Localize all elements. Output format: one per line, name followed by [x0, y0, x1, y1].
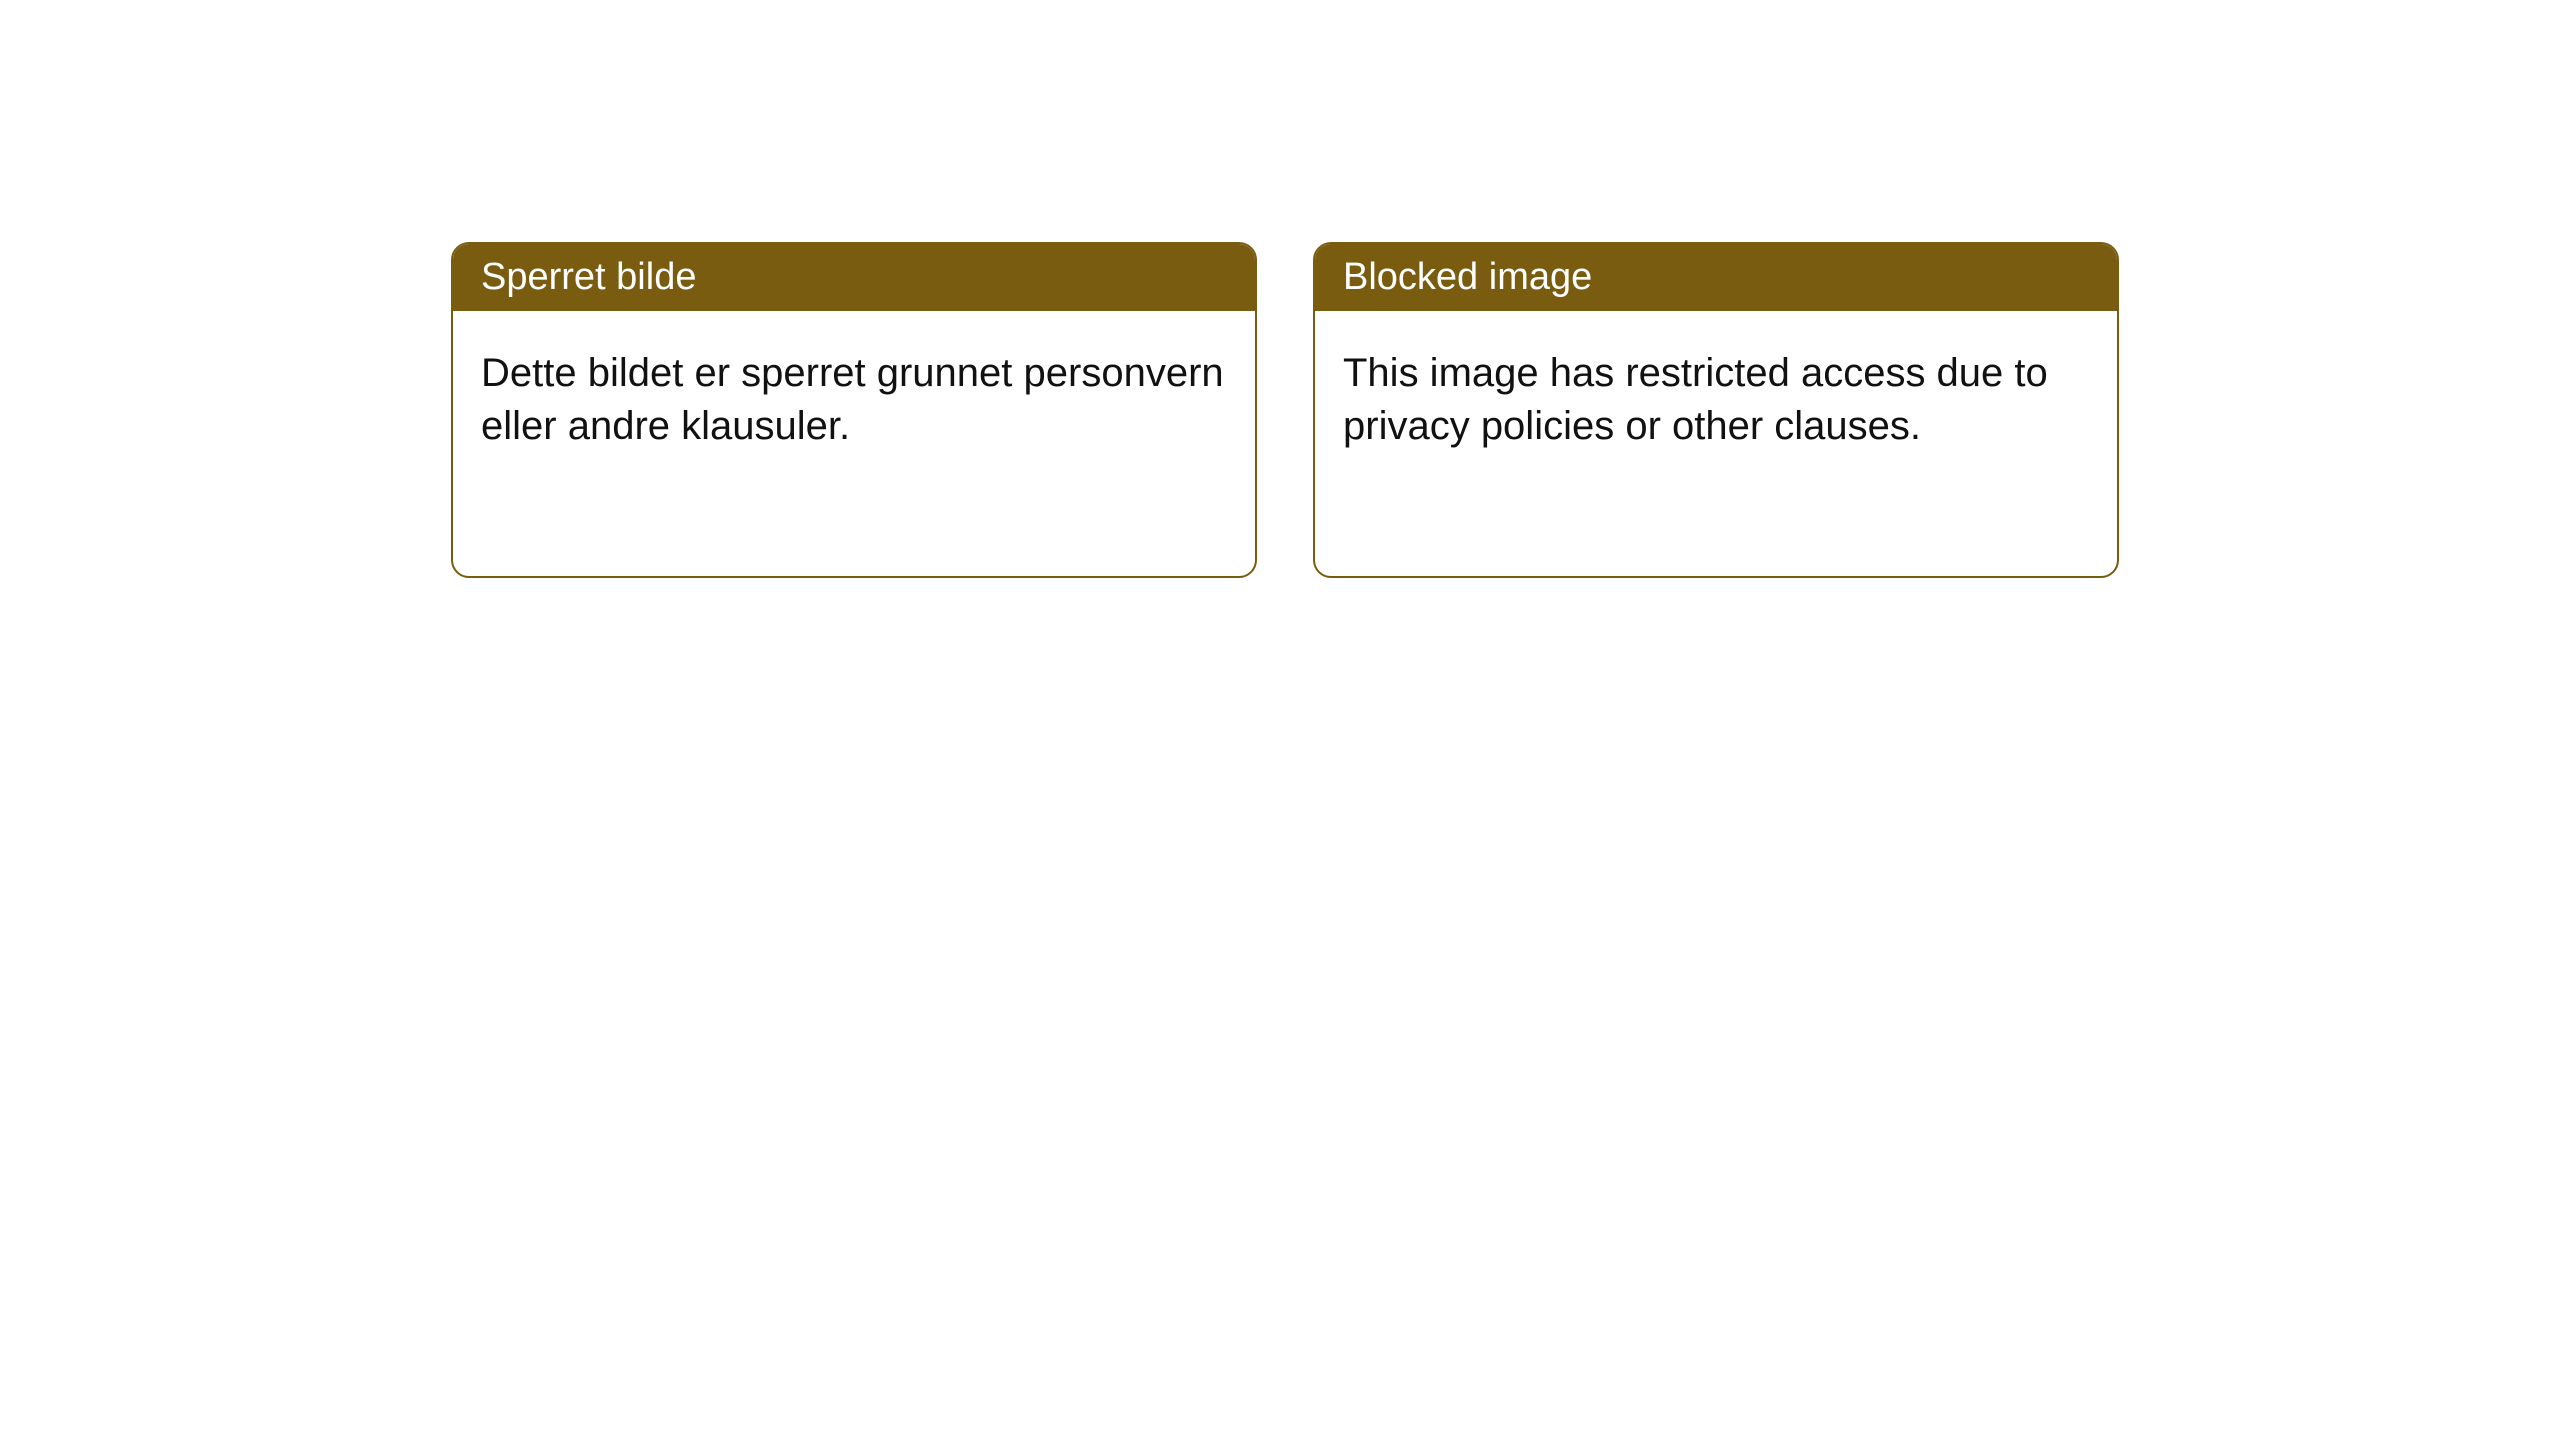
card-body-text: This image has restricted access due to … — [1343, 351, 2048, 448]
notice-cards-container: Sperret bilde Dette bildet er sperret gr… — [0, 0, 2560, 578]
card-body: Dette bildet er sperret grunnet personve… — [453, 311, 1255, 489]
card-header: Blocked image — [1315, 244, 2117, 311]
card-body: This image has restricted access due to … — [1315, 311, 2117, 489]
card-header: Sperret bilde — [453, 244, 1255, 311]
notice-card-norwegian: Sperret bilde Dette bildet er sperret gr… — [451, 242, 1257, 578]
card-title: Blocked image — [1343, 256, 1592, 298]
notice-card-english: Blocked image This image has restricted … — [1313, 242, 2119, 578]
card-body-text: Dette bildet er sperret grunnet personve… — [481, 351, 1224, 448]
card-title: Sperret bilde — [481, 256, 696, 298]
